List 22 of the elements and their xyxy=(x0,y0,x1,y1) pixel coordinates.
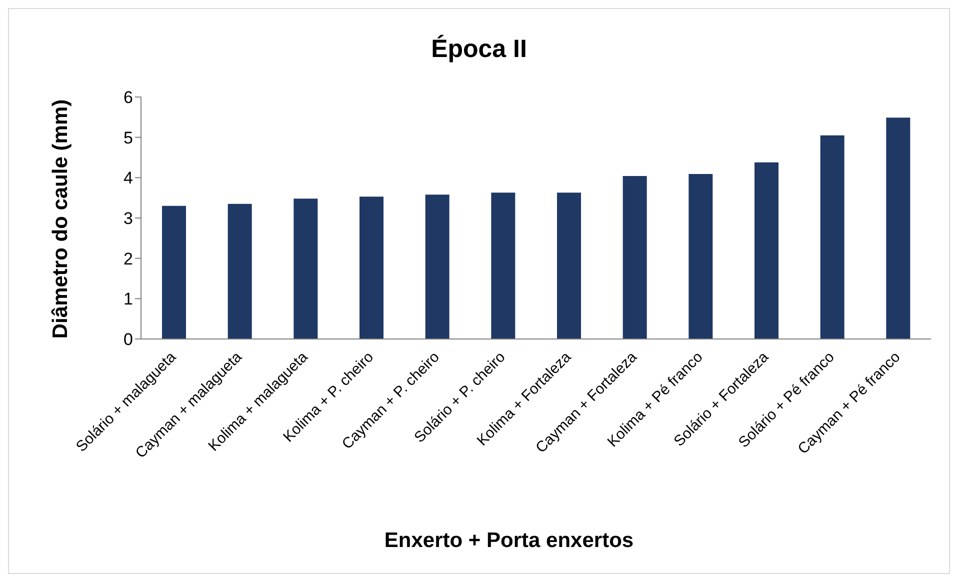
x-axis-title: Enxerto + Porta enxertos xyxy=(383,529,635,553)
y-tick-label: 2 xyxy=(124,249,133,268)
bar xyxy=(360,196,384,339)
bar xyxy=(491,192,516,339)
bar xyxy=(622,176,647,339)
y-tick-label: 3 xyxy=(124,209,133,228)
y-tick-label: 1 xyxy=(124,290,133,309)
bar xyxy=(688,174,713,339)
y-axis-title: Diâmetro do caule (mm) xyxy=(49,99,73,339)
y-tick-label: 6 xyxy=(124,88,133,108)
bar xyxy=(557,192,581,339)
chart-title: Época II xyxy=(430,35,528,64)
bar xyxy=(754,162,778,339)
bar xyxy=(886,118,910,339)
y-tick-label: 5 xyxy=(124,128,133,148)
bar xyxy=(425,194,450,339)
bar xyxy=(820,135,844,339)
y-tick-label: 0 xyxy=(124,330,133,350)
y-tick-label: 4 xyxy=(124,168,133,188)
bar xyxy=(294,198,318,339)
bar xyxy=(228,204,252,339)
bar xyxy=(162,206,186,339)
